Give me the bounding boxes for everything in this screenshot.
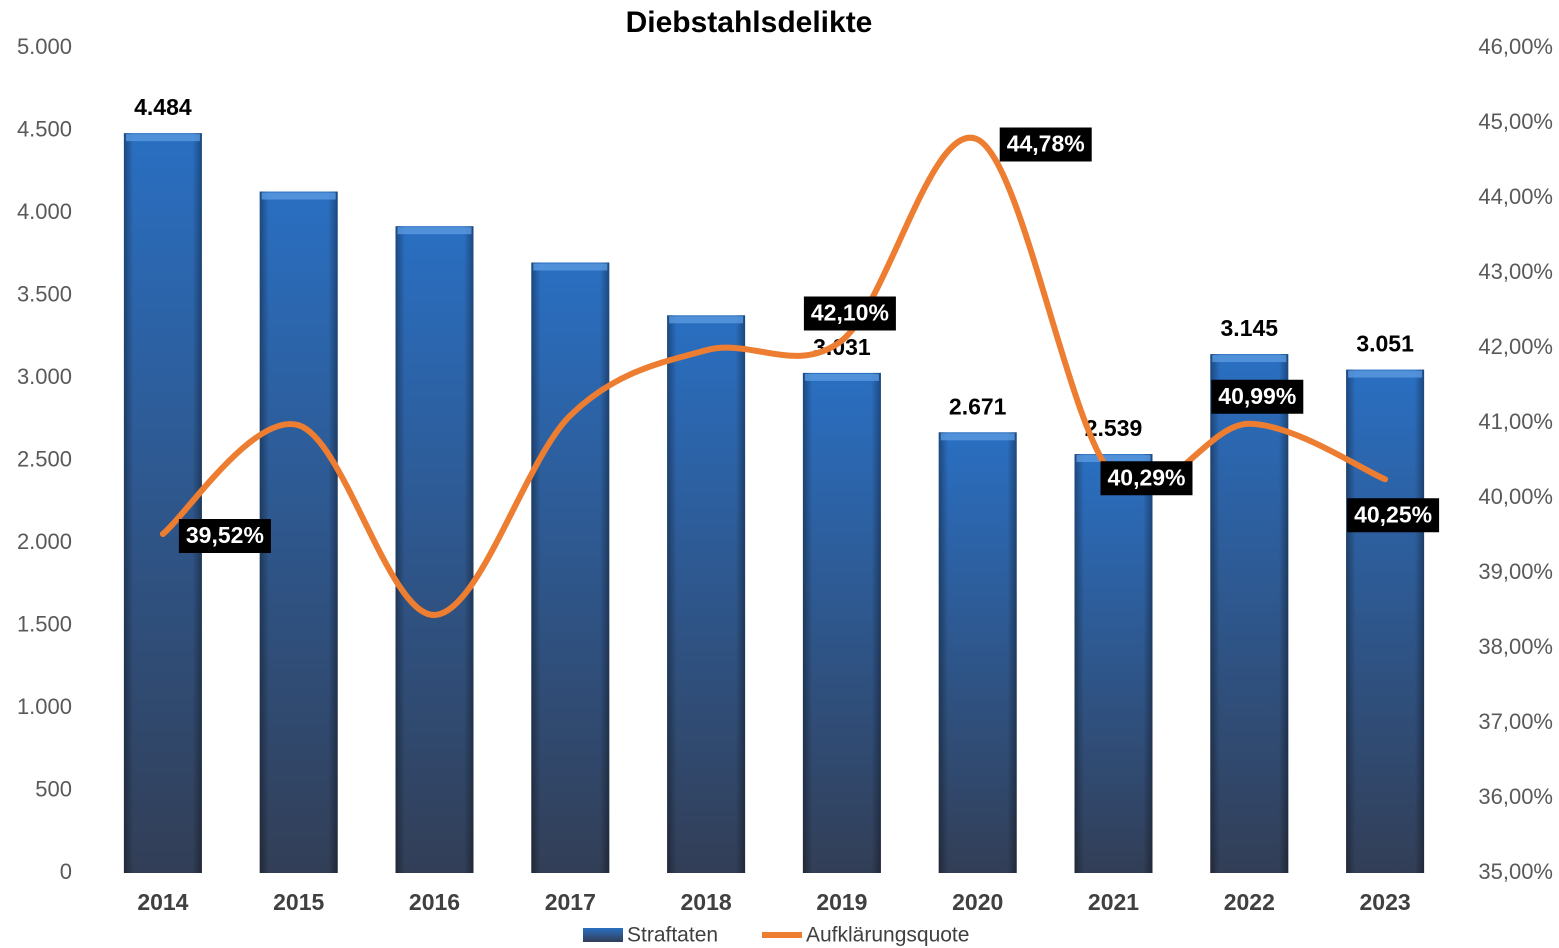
y-tick-label: 3.000 [17,364,72,389]
line-value-text: 39,52% [186,522,264,548]
line-value-text: 44,78% [1007,131,1085,157]
bar-cap [1076,455,1151,463]
bar-shade [531,262,610,873]
y-tick-label: 0 [60,859,72,884]
bar-shade [667,315,746,873]
y2-tick-label: 44,00% [1478,184,1553,209]
legend-swatch [583,928,623,942]
bar-shade [395,226,474,873]
line-value-text: 40,25% [1354,501,1432,527]
line-value-label: 40,99% [1211,379,1304,414]
line [159,134,1389,619]
bar-shade [259,191,338,874]
x-tick-label: 2016 [409,889,460,915]
bar-value-label: 3.145 [1221,315,1279,341]
bar-shade [1074,454,1153,873]
bar-value-label: 3.051 [1356,331,1414,357]
y-tick-label: 2.500 [17,446,72,471]
y2-tick-label: 35,00% [1478,859,1553,884]
line-value-label: 40,25% [1347,498,1440,533]
label-box [803,296,896,331]
y2-tick-label: 39,00% [1478,559,1553,584]
line-value-label: 44,78% [999,127,1092,162]
bar-value-label: 2.539 [1085,415,1143,441]
bar-value-label: 4.484 [134,94,192,120]
y-tick-label: 500 [35,776,72,801]
bar-shade [1346,369,1425,873]
bar-cap [940,433,1015,441]
bar-shade [938,432,1017,873]
x-tick-label: 2017 [545,889,596,915]
y-tick-label: 4.500 [17,116,72,141]
x-tick-label: 2022 [1224,889,1275,915]
y2-tick-label: 37,00% [1478,709,1553,734]
bar-cap [125,134,200,142]
y2-tick-label: 43,00% [1478,259,1553,284]
y2-tick-label: 36,00% [1478,784,1553,809]
y2-tick-label: 41,00% [1478,409,1553,434]
x-tick-label: 2014 [137,889,188,915]
y-tick-label: 2.000 [17,529,72,554]
bar-cap [261,192,336,200]
x-tick-label: 2015 [273,889,324,915]
y-tick-label: 1.500 [17,611,72,636]
chart-title: Diebstahlsdelikte [626,6,873,39]
x-tick-label: 2018 [681,889,732,915]
x-tick-label: 2019 [816,889,867,915]
bar-shade [1210,354,1289,873]
y-tick-label: 3.500 [17,281,72,306]
bar-cap [1212,355,1287,363]
label-box [178,519,271,553]
y2-tick-label: 40,00% [1478,484,1553,509]
label-box [1347,498,1440,533]
bar-shade [802,372,881,873]
bar-cap [1348,370,1423,378]
y2-tick-label: 46,00% [1478,34,1553,59]
legend-label: Aufklärungsquote [806,924,969,947]
line-value-text: 40,99% [1218,383,1296,409]
bar-cap [533,263,608,271]
bar-cap [669,316,744,324]
legend-label: Straftaten [627,924,718,947]
label-box [999,127,1092,162]
bar-cap [804,373,879,381]
bar-cap [397,227,472,235]
line-value-label: 40,29% [1100,461,1193,496]
x-tick-label: 2021 [1088,889,1139,915]
y2-tick-label: 42,00% [1478,334,1553,359]
x-tick-label: 2023 [1360,889,1411,915]
line-value-text: 42,10% [811,300,889,326]
label-box [1211,379,1304,414]
y-tick-label: 1.000 [17,694,72,719]
y-tick-label: 5.000 [17,34,72,59]
line-value-text: 40,29% [1107,464,1185,490]
label-box [1100,461,1193,496]
y-tick-label: 4.000 [17,199,72,224]
y2-tick-label: 38,00% [1478,634,1553,659]
y2-tick-label: 45,00% [1478,109,1553,134]
line-value-label: 39,52% [178,519,271,553]
x-tick-label: 2020 [952,889,1003,915]
bar-value-label: 2.671 [949,393,1007,419]
line-value-label: 42,10% [803,296,896,331]
